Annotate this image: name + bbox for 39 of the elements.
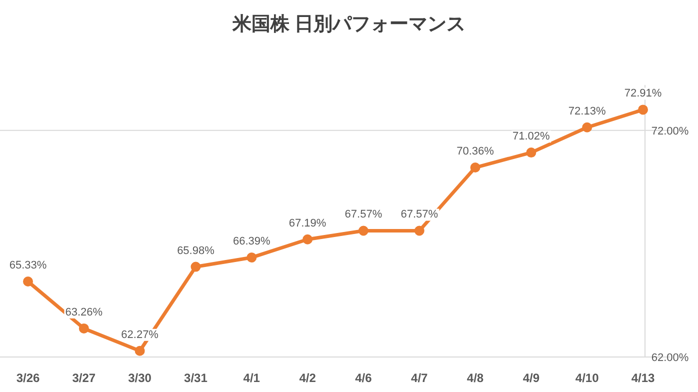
data-label: 65.33% bbox=[9, 260, 47, 272]
data-label: 67.57% bbox=[400, 208, 438, 221]
point bbox=[190, 262, 201, 272]
data-label: 72.91% bbox=[624, 88, 662, 100]
data-label: 72.13% bbox=[568, 105, 606, 118]
point bbox=[302, 234, 313, 244]
x-tick-label: 3/31 bbox=[184, 371, 208, 385]
chart-title: 米国株 日別パフォーマンス bbox=[231, 13, 466, 35]
x-tick-label: 4/7 bbox=[411, 371, 428, 385]
data-label: 66.39% bbox=[232, 235, 271, 248]
data-label: 67.57% bbox=[344, 208, 382, 221]
point bbox=[246, 252, 257, 262]
data-label: 63.26% bbox=[65, 306, 103, 318]
data-label: 65.98% bbox=[177, 244, 215, 257]
point bbox=[638, 104, 648, 115]
data-label: 62.27% bbox=[121, 328, 159, 341]
x-tick-label: 4/9 bbox=[522, 371, 540, 385]
x-tick-label: 3/26 bbox=[16, 371, 40, 385]
data-label: 71.02% bbox=[512, 130, 550, 143]
point bbox=[526, 148, 536, 158]
x-tick-label: 4/6 bbox=[355, 371, 372, 385]
y-tick-label: 62.00% bbox=[651, 352, 689, 364]
point bbox=[470, 162, 480, 173]
x-tick-label: 4/10 bbox=[575, 371, 600, 385]
y-tick-label: 72.00% bbox=[651, 125, 689, 138]
data-label: 67.19% bbox=[288, 217, 326, 230]
point bbox=[78, 323, 89, 334]
x-tick-label: 4/8 bbox=[466, 371, 484, 385]
point bbox=[582, 122, 592, 132]
data-label: 70.36% bbox=[456, 146, 494, 158]
x-tick-label: 4/13 bbox=[631, 371, 655, 385]
point bbox=[134, 346, 145, 356]
point bbox=[358, 226, 368, 236]
point bbox=[23, 276, 33, 287]
x-tick-label: 3/27 bbox=[72, 371, 96, 385]
point bbox=[414, 226, 424, 236]
x-tick-label: 4/2 bbox=[299, 371, 316, 385]
x-tick-label: 4/1 bbox=[243, 371, 260, 385]
x-tick-label: 3/30 bbox=[128, 371, 152, 385]
